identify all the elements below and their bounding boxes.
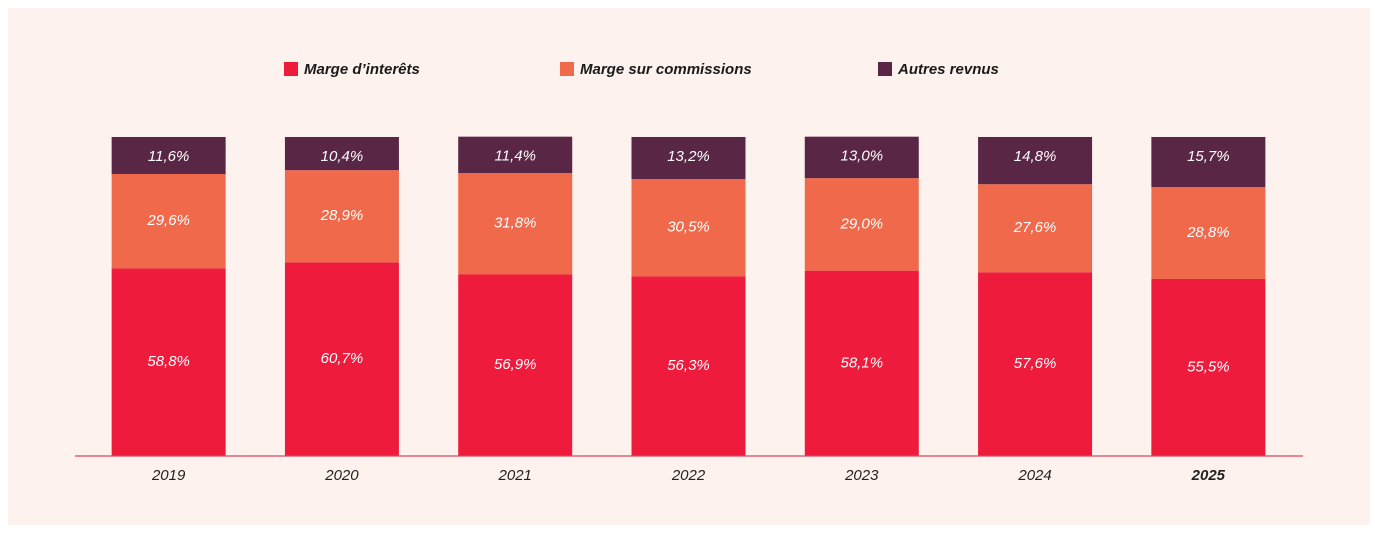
bar-segment bbox=[804, 136, 919, 179]
legend-swatch bbox=[878, 62, 892, 76]
legend-label: Autres revnus bbox=[897, 61, 999, 78]
x-tick-label: 2021 bbox=[498, 467, 532, 484]
bar-segment bbox=[804, 178, 919, 271]
x-tick-label: 2023 bbox=[844, 467, 879, 484]
bar-segment bbox=[978, 137, 1093, 185]
value-label: 13,0% bbox=[841, 148, 884, 165]
value-label: 30,5% bbox=[667, 219, 710, 236]
value-label: 11,6% bbox=[148, 148, 189, 165]
x-tick-label: 2024 bbox=[1017, 467, 1051, 484]
x-tick-label: 2019 bbox=[151, 467, 186, 484]
x-tick-label: 2022 bbox=[671, 467, 706, 484]
value-label: 28,8% bbox=[1186, 224, 1230, 241]
value-label: 14,8% bbox=[1014, 148, 1057, 165]
bar-segment bbox=[631, 179, 746, 277]
bar-segment bbox=[978, 272, 1093, 456]
value-label: 28,9% bbox=[320, 207, 364, 224]
value-label: 10,4% bbox=[321, 148, 364, 165]
bar-segment bbox=[1151, 187, 1266, 279]
value-label: 55,5% bbox=[1187, 358, 1230, 375]
value-label: 57,6% bbox=[1014, 355, 1057, 372]
bar-segment bbox=[1151, 278, 1266, 456]
x-tick-label: 2020 bbox=[324, 467, 359, 484]
value-label: 58,1% bbox=[841, 354, 884, 371]
bar-segment bbox=[804, 270, 919, 456]
bar-segment bbox=[1151, 137, 1266, 188]
value-label: 15,7% bbox=[1187, 148, 1230, 165]
legend-label: Marge d’interêts bbox=[304, 61, 420, 78]
bar-segment bbox=[458, 274, 573, 456]
value-label: 29,6% bbox=[146, 212, 190, 229]
value-label: 56,9% bbox=[494, 356, 537, 373]
bar-segment bbox=[631, 137, 746, 180]
bar-segment bbox=[284, 137, 399, 171]
value-label: 56,3% bbox=[667, 357, 710, 374]
bar-segment bbox=[631, 276, 746, 456]
bar-segment bbox=[111, 174, 226, 269]
x-tick-label: 2025 bbox=[1191, 467, 1226, 484]
legend-swatch bbox=[560, 62, 574, 76]
bar-segment bbox=[111, 137, 226, 175]
value-label: 13,2% bbox=[667, 148, 710, 165]
bar-segment bbox=[458, 136, 573, 174]
bar-segment bbox=[284, 170, 399, 263]
bar-segment bbox=[978, 184, 1093, 273]
value-label: 60,7% bbox=[321, 350, 364, 367]
legend-label: Marge sur commissions bbox=[580, 61, 752, 78]
bar-segment bbox=[111, 268, 226, 456]
value-label: 58,8% bbox=[147, 353, 190, 370]
value-label: 31,8% bbox=[494, 215, 537, 232]
legend-swatch bbox=[284, 62, 298, 76]
bar-segment bbox=[458, 173, 573, 275]
bar-segment bbox=[284, 262, 399, 456]
value-label: 29,0% bbox=[840, 215, 884, 232]
value-label: 27,6% bbox=[1013, 219, 1057, 236]
value-label: 11,4% bbox=[495, 148, 536, 165]
